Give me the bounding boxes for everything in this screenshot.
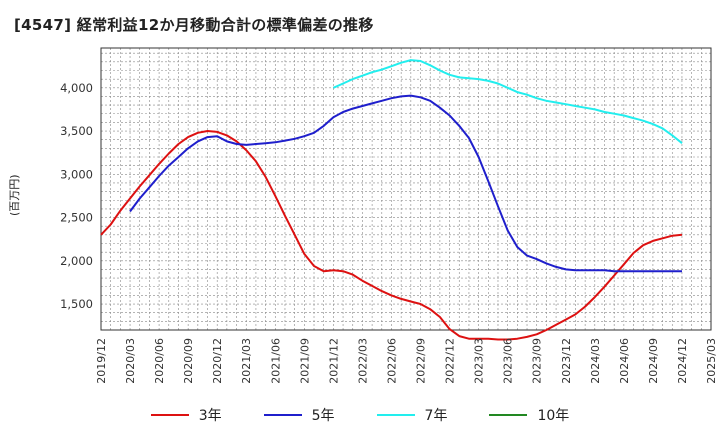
x-tick-label: 2025/03: [705, 338, 718, 384]
legend-label: 10年: [537, 408, 570, 424]
legend: 3年 5年 7年 10年: [0, 404, 720, 426]
legend-item: 7年: [376, 405, 448, 425]
legend-swatch: [263, 414, 302, 416]
x-tick-label: 2023/09: [531, 338, 544, 384]
y-tick-label: 3,500: [60, 124, 93, 138]
x-tick-label: 2022/12: [444, 338, 457, 384]
x-tick-label: 2020/09: [182, 338, 195, 384]
x-tick-label: 2020/06: [153, 338, 166, 384]
legend-swatch: [489, 414, 528, 416]
x-tick-label: 2022/03: [356, 338, 369, 384]
chart-title: [4547] 経常利益12か月移動合計の標準偏差の推移: [14, 16, 374, 34]
y-tick-label: 2,000: [60, 254, 93, 268]
plot-frame: [100, 47, 712, 331]
plot-area-border: [100, 47, 712, 331]
x-tick-label: 2023/03: [473, 338, 486, 384]
x-tick-label: 2021/09: [298, 338, 311, 384]
series-lines: [100, 59, 683, 341]
legend-label: 7年: [424, 408, 448, 424]
y-tick-label: 1,500: [60, 297, 93, 311]
x-tick-labels: 2019/12 2020/03 2020/06 2020/09 2020/12 2021/…: [95, 338, 718, 384]
grid-lines: [100, 48, 712, 331]
x-tick-label: 2020/03: [124, 338, 137, 384]
y-tick-label: 4,000: [60, 81, 93, 95]
x-tick-label: 2021/03: [240, 338, 253, 384]
x-tick-label: 2024/03: [589, 338, 602, 384]
x-tick-label: 2024/09: [647, 338, 660, 384]
x-tick-label: 2022/09: [415, 338, 428, 384]
legend-item: 3年: [150, 405, 222, 425]
x-tick-label: 2019/12: [95, 338, 108, 384]
legend-swatch: [376, 414, 415, 416]
y-tick-label: 3,000: [60, 167, 93, 181]
x-tick-label: 2021/12: [327, 338, 340, 384]
x-tick-label: 2021/06: [269, 338, 282, 384]
legend-item: 5年: [263, 405, 335, 425]
x-tick-label: 2022/06: [385, 338, 398, 384]
legend-label: 5年: [311, 408, 335, 424]
series-line-3: [332, 59, 683, 144]
x-tick-label: 2024/06: [618, 338, 631, 384]
x-tick-label: 2024/12: [676, 338, 689, 384]
x-tick-label: 2023/12: [560, 338, 573, 384]
legend-label: 3年: [198, 408, 222, 424]
x-tick-label: 2023/06: [502, 338, 515, 384]
y-tick-label: 2,500: [60, 211, 93, 225]
x-tick-label: 2020/12: [211, 338, 224, 384]
series-line-1: [100, 130, 683, 341]
series-line-2: [129, 94, 682, 273]
legend-swatch: [150, 414, 189, 416]
legend-item: 10年: [489, 405, 569, 425]
y-tick-labels: 1,500 2,000 2,500 3,000 3,500 4,000: [60, 81, 93, 311]
